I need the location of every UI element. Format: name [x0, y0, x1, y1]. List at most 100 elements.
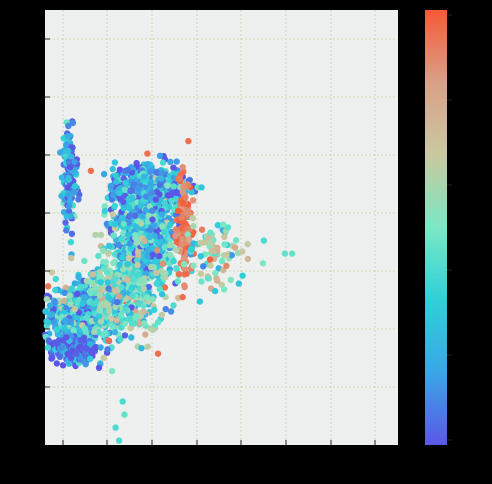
- data-point: [207, 262, 214, 269]
- data-point: [158, 311, 166, 319]
- data-point: [139, 213, 146, 220]
- data-point: [109, 323, 117, 330]
- data-point: [156, 152, 164, 159]
- data-point: [129, 284, 136, 291]
- data-point: [149, 251, 156, 258]
- data-point: [207, 229, 214, 236]
- data-point: [244, 255, 252, 263]
- data-point: [127, 245, 134, 252]
- data-point: [99, 247, 107, 254]
- data-point: [104, 346, 111, 353]
- data-point: [144, 294, 151, 301]
- data-point: [144, 253, 151, 260]
- data-point: [214, 244, 221, 251]
- data-point: [89, 271, 97, 278]
- data-point: [112, 303, 119, 311]
- data-point: [170, 164, 177, 171]
- data-point: [180, 261, 188, 268]
- data-point: [244, 240, 251, 248]
- data-point: [204, 275, 212, 282]
- data-point: [167, 308, 175, 315]
- data-point: [44, 344, 52, 351]
- data-point: [156, 285, 163, 293]
- data-point: [74, 290, 81, 298]
- data-point: [97, 318, 105, 325]
- data-point: [143, 161, 151, 168]
- data-point: [45, 283, 52, 290]
- data-point: [190, 240, 197, 247]
- data-point: [179, 189, 187, 196]
- data-point: [198, 226, 206, 233]
- data-point: [149, 207, 156, 214]
- data-point: [65, 191, 72, 198]
- data-point: [259, 260, 267, 267]
- data-point: [67, 318, 74, 325]
- data-point: [184, 231, 191, 238]
- data-point: [112, 287, 119, 295]
- data-point: [197, 270, 205, 277]
- data-point: [239, 248, 246, 255]
- data-point: [70, 327, 77, 334]
- data-point: [146, 226, 154, 234]
- data-point: [159, 223, 166, 230]
- data-point: [180, 183, 187, 190]
- data-point: [97, 344, 104, 351]
- data-point: [129, 194, 136, 201]
- data-point: [137, 276, 144, 284]
- data-point: [147, 168, 154, 175]
- data-point: [167, 158, 174, 165]
- data-point: [134, 261, 141, 269]
- data-point: [112, 275, 119, 282]
- data-point: [170, 183, 177, 190]
- data-point: [174, 278, 181, 285]
- data-point: [106, 295, 113, 302]
- data-point: [96, 292, 104, 299]
- data-point: [121, 186, 129, 193]
- data-point: [109, 211, 117, 218]
- data-point: [52, 299, 59, 306]
- data-point: [113, 172, 120, 179]
- data-point: [179, 293, 186, 301]
- data-point: [67, 153, 74, 160]
- data-point: [121, 411, 128, 418]
- data-point: [140, 320, 148, 327]
- data-point: [142, 331, 149, 338]
- data-point: [135, 320, 143, 327]
- data-point: [66, 198, 74, 205]
- data-point: [176, 175, 183, 183]
- data-point: [79, 300, 86, 308]
- scatter-points: [42, 118, 296, 444]
- data-point: [159, 159, 167, 166]
- data-point: [220, 286, 228, 293]
- data-point: [81, 257, 88, 265]
- data-point: [102, 259, 110, 266]
- data-point: [158, 267, 165, 275]
- data-point: [158, 175, 165, 182]
- data-point: [67, 300, 74, 308]
- data-point: [132, 212, 139, 220]
- data-point: [76, 343, 83, 351]
- data-point: [179, 236, 186, 243]
- data-point: [232, 237, 240, 244]
- data-point: [83, 314, 90, 322]
- data-point: [156, 181, 163, 189]
- data-point: [158, 169, 165, 176]
- data-point: [71, 158, 78, 166]
- data-point: [113, 298, 121, 306]
- data-point: [173, 265, 180, 272]
- data-point: [153, 269, 160, 277]
- data-point: [137, 202, 144, 209]
- data-point: [67, 238, 75, 246]
- data-point: [223, 252, 230, 259]
- data-point: [214, 222, 222, 229]
- data-point: [116, 261, 123, 268]
- data-point: [95, 273, 103, 281]
- data-point: [224, 224, 232, 231]
- data-point: [105, 250, 112, 257]
- data-point: [144, 150, 151, 157]
- data-point: [101, 330, 109, 337]
- data-point: [175, 207, 182, 214]
- data-point: [87, 167, 95, 175]
- data-point: [161, 284, 169, 291]
